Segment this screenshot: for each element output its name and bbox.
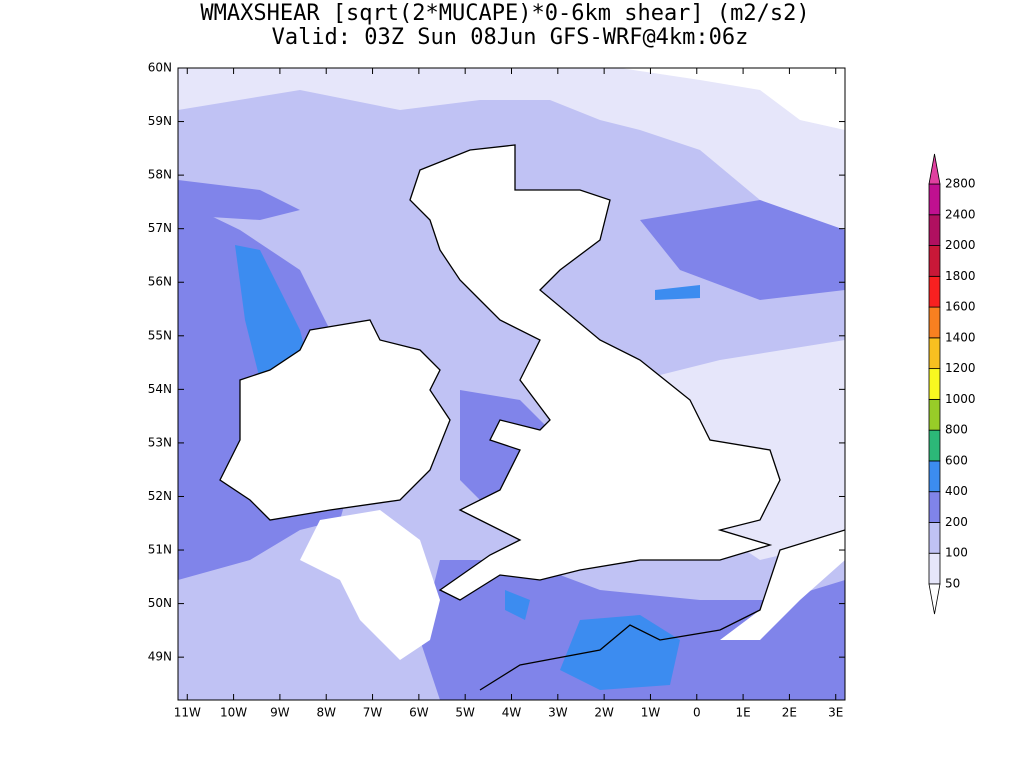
title: WMAXSHEAR [sqrt(2*MUCAPE)*0-6km shear] (… [200,1,809,26]
colorbar-segment [928,429,941,462]
x-tick-label: 10W [220,706,247,720]
colorbar-segment [928,491,941,523]
x-tick-label: 4W [502,706,522,720]
subtitle: Valid: 03Z Sun 08Jun GFS-WRF@4km:06z [272,25,749,50]
colorbar-label: 50 [945,577,960,591]
y-tick-label: 49N [148,650,172,664]
colorbar-segment [928,398,941,431]
colorbar-label: 1400 [945,330,976,344]
x-tick-label: 7W [363,706,383,720]
colorbar-label: 2400 [945,207,976,221]
x-tick-label: 3W [548,706,568,720]
colorbar-segment [928,522,941,554]
land [220,320,450,520]
colorbar-label: 1000 [945,392,976,406]
colorbar-label: 1600 [945,300,976,314]
colorbar-segment [928,245,941,277]
colorbar-segment [928,368,941,400]
x-tick-label: 1W [641,706,661,720]
coastline [409,144,781,601]
colorbar-segment [928,275,941,308]
x-tick-label: 9W [270,706,290,720]
coastline [479,529,845,691]
y-tick-label: 54N [148,382,172,396]
land [720,530,845,640]
y-tick-label: 50N [148,596,172,610]
colorbar-label: 400 [945,484,968,498]
shear-field [640,200,845,300]
colorbar-segment [928,552,941,585]
colorbar-label: 200 [945,515,968,529]
shear-field [178,68,845,250]
colorbar-segment [928,460,941,493]
x-tick-label: 8W [316,706,336,720]
y-tick-label: 59N [148,114,172,128]
x-tick-label: 11W [174,706,201,720]
coastline [219,319,451,521]
colorbar-segment [928,183,941,216]
shear-field [655,285,700,300]
y-tick-label: 60N [148,61,172,75]
colorbar-segment [928,337,941,370]
shear-field [300,510,440,660]
y-tick-label: 52N [148,489,172,503]
colorbar-label: 800 [945,423,968,437]
colorbar: 50 100 200 400 600 800 1000 1200 1400 1600 1800 200… [928,153,976,615]
x-tick-label: 6W [409,706,429,720]
x-tick-label: 2W [594,706,614,720]
colorbar-high-triangle [928,153,941,185]
colorbar-segment [928,214,941,246]
colorbar-label: 1200 [945,361,976,375]
y-tick-label: 56N [148,275,172,289]
y-tick-label: 53N [148,435,172,449]
axes: 11W 10W 9W 8W 7W 6W 5W 4W 3W 2W 1W 0 1E 2E 3E 49N 50N 51N… [148,61,845,720]
shear-field [178,180,300,220]
colorbar-label: 100 [945,546,968,560]
x-tick-label: 1E [735,706,750,720]
x-tick-label: 5W [455,706,475,720]
colorbar-segment [928,306,941,339]
colorbar-label: 600 [945,453,968,467]
shear-field [560,615,680,690]
colorbar-label: 2000 [945,238,976,252]
map-field [178,68,845,700]
x-tick-label: 0 [693,706,701,720]
x-tick-label: 3E [828,706,843,720]
shear-field [620,68,845,130]
y-tick-label: 55N [148,328,172,342]
shear-field [505,590,530,620]
x-tick-label: 2E [782,706,797,720]
colorbar-label: 2800 [945,177,976,191]
colorbar-label: 1800 [945,269,976,283]
y-tick-label: 57N [148,221,172,235]
y-tick-label: 51N [148,543,172,557]
colorbar-low-triangle [928,583,941,615]
y-tick-label: 58N [148,168,172,182]
